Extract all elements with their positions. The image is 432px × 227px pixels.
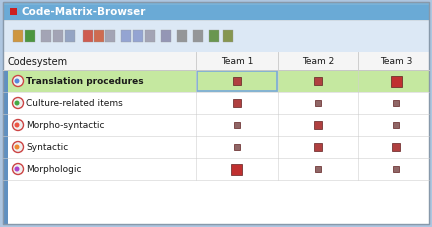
Bar [234,144,240,150]
Circle shape [13,120,23,131]
Circle shape [15,145,19,150]
Text: Code-Matrix-Browser: Code-Matrix-Browser [21,7,146,17]
Bar [233,78,241,86]
Text: Syntactic: Syntactic [26,143,68,152]
Bar [314,78,322,86]
Text: Morphologic: Morphologic [26,165,82,174]
Text: Culture-related items: Culture-related items [26,99,123,108]
Bar [3,53,429,71]
Bar [3,3,429,21]
Text: Translation procedures: Translation procedures [26,77,143,86]
Bar [161,31,171,43]
Bar [233,100,241,108]
Bar [315,101,321,106]
Bar [394,122,400,128]
Circle shape [13,164,23,175]
Bar [197,72,277,92]
Bar [41,31,51,43]
Text: Team 1: Team 1 [221,57,253,66]
Bar [209,31,219,43]
Bar [393,143,400,151]
Text: Team 3: Team 3 [380,57,413,66]
Text: Codesystem: Codesystem [7,57,67,67]
Bar [3,53,8,224]
Bar [315,166,321,172]
Bar [193,31,203,43]
Bar [232,164,242,175]
Circle shape [15,101,19,106]
Bar [391,76,402,87]
Bar [3,3,429,6]
Bar [13,31,23,43]
Circle shape [15,123,19,128]
Bar [3,53,429,224]
Circle shape [13,76,23,87]
Bar [145,31,155,43]
Bar [8,71,429,93]
Circle shape [15,167,19,172]
Bar [234,122,240,128]
Bar [65,31,75,43]
Text: Morpho-syntactic: Morpho-syntactic [26,121,105,130]
Bar [8,136,429,158]
Bar [53,31,63,43]
Bar [133,31,143,43]
Bar [8,158,429,180]
Bar [223,31,233,43]
Circle shape [13,98,23,109]
Bar [10,8,17,15]
Circle shape [15,79,19,84]
Bar [314,121,322,129]
Bar [177,31,187,43]
Bar [394,101,400,106]
Bar [8,93,429,114]
Bar [105,31,115,43]
Bar [8,114,429,136]
Bar [25,31,35,43]
Bar [3,21,429,53]
Bar [83,31,93,43]
Bar [314,143,322,151]
Bar [94,31,104,43]
Bar [121,31,131,43]
Circle shape [13,142,23,153]
Bar [394,166,400,172]
Text: Team 2: Team 2 [302,57,334,66]
